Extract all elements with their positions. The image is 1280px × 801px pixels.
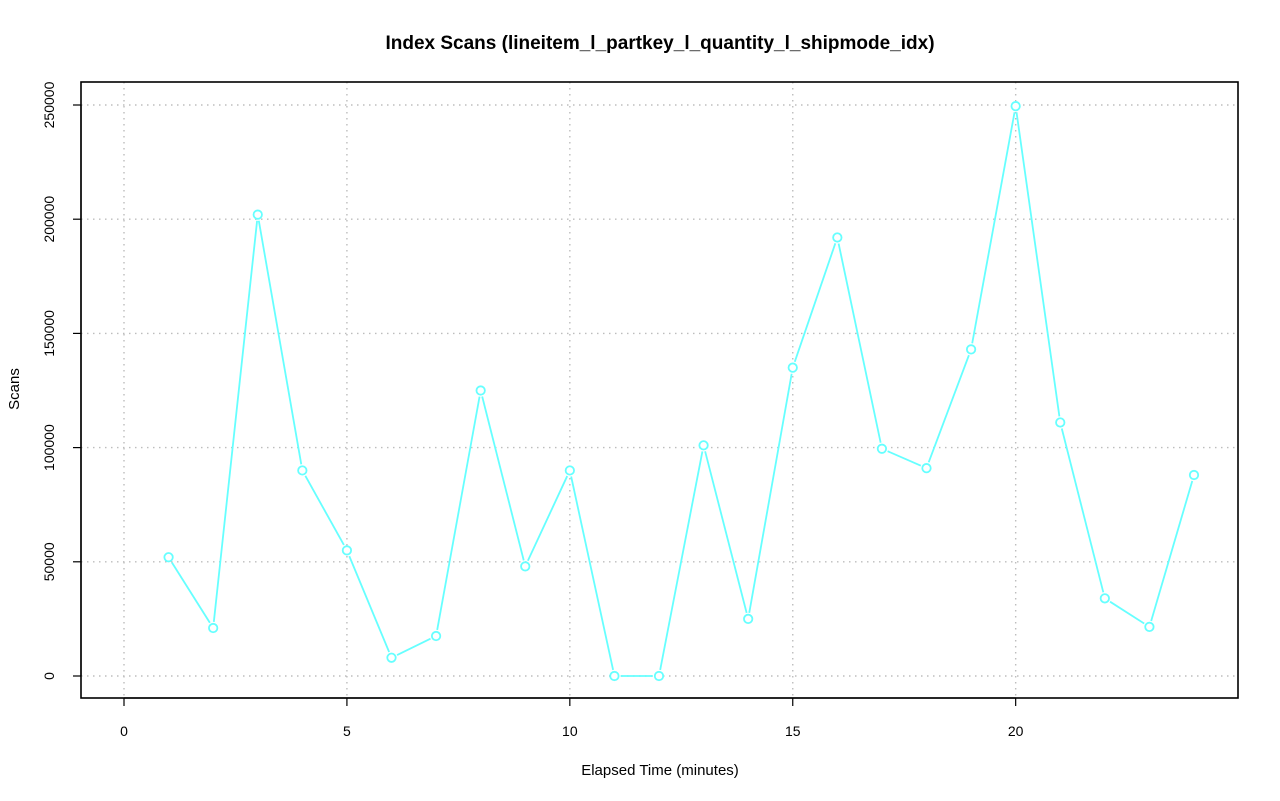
series-line-segment bbox=[1060, 428, 1105, 593]
x-tick-label: 10 bbox=[562, 723, 578, 739]
y-tick-label: 250000 bbox=[41, 81, 57, 128]
series-line-segment bbox=[971, 112, 1016, 344]
series-line-segment bbox=[481, 396, 525, 561]
series-line-segment bbox=[837, 243, 882, 443]
data-point bbox=[921, 463, 932, 474]
x-tick-label: 15 bbox=[785, 723, 801, 739]
data-point bbox=[208, 622, 219, 634]
series-line-segment bbox=[257, 220, 303, 465]
data-point bbox=[520, 561, 531, 572]
y-tick-label: 150000 bbox=[41, 310, 57, 357]
series-line-segment bbox=[887, 450, 922, 467]
data-point bbox=[1099, 593, 1110, 604]
data-point bbox=[163, 552, 174, 563]
series-layer bbox=[163, 101, 1200, 682]
series-line-segment bbox=[1150, 480, 1194, 622]
data-point bbox=[832, 232, 843, 243]
data-point bbox=[341, 545, 353, 556]
data-point bbox=[787, 362, 798, 373]
data-point bbox=[1188, 469, 1200, 481]
data-point bbox=[1010, 101, 1021, 112]
data-point bbox=[698, 440, 709, 451]
x-tick-label: 5 bbox=[343, 723, 351, 739]
data-point bbox=[252, 209, 263, 220]
series-line-segment bbox=[1015, 112, 1061, 417]
data-point bbox=[1144, 621, 1155, 632]
series-line-segment bbox=[304, 475, 345, 546]
series-line-segment bbox=[793, 243, 837, 363]
series-line-segment bbox=[1109, 600, 1145, 625]
series-line-segment bbox=[212, 220, 258, 622]
data-point bbox=[386, 652, 397, 663]
series-line-segment bbox=[927, 354, 970, 463]
data-point bbox=[609, 670, 620, 682]
series-line-segment bbox=[659, 451, 704, 671]
axes: 0 5 10 15 20 0 50000 100000 150000 200000 250000 bbox=[41, 81, 1024, 739]
series-line-segment bbox=[570, 476, 614, 671]
y-tick-label: 200000 bbox=[41, 196, 57, 243]
x-tick-label: 20 bbox=[1008, 723, 1024, 739]
data-point bbox=[297, 465, 308, 476]
series-line-segment bbox=[396, 637, 431, 656]
data-point bbox=[475, 385, 486, 396]
series-line-segment bbox=[171, 561, 211, 624]
plot-frame bbox=[80, 81, 1239, 699]
y-axis-label: Scans bbox=[6, 368, 23, 410]
data-point bbox=[743, 613, 754, 625]
data-point bbox=[653, 670, 665, 682]
y-tick-label: 50000 bbox=[41, 542, 57, 581]
y-tick-label: 100000 bbox=[41, 424, 57, 471]
chart-title: Index Scans (lineitem_l_partkey_l_quanti… bbox=[385, 33, 934, 54]
y-tick-label: 0 bbox=[41, 672, 57, 680]
series-line-segment bbox=[527, 475, 569, 562]
data-point bbox=[564, 465, 575, 476]
x-axis-label: Elapsed Time (minutes) bbox=[581, 762, 739, 779]
data-point bbox=[1055, 417, 1066, 428]
x-tick-label: 0 bbox=[120, 723, 128, 739]
series-line-segment bbox=[704, 451, 748, 614]
data-point bbox=[430, 630, 442, 642]
series-line-segment bbox=[748, 373, 793, 613]
data-point bbox=[965, 344, 977, 355]
series-line-segment bbox=[436, 396, 481, 631]
grid-lines bbox=[81, 82, 1238, 698]
series-line-segment bbox=[348, 555, 390, 653]
data-point bbox=[876, 443, 888, 454]
